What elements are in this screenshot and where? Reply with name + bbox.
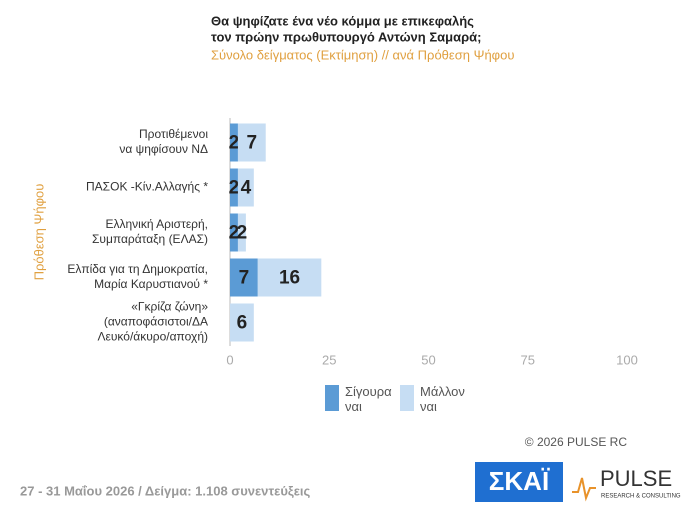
bar-segment [257, 258, 322, 297]
legend-swatch [400, 385, 414, 411]
bar-segment [230, 303, 254, 342]
x-tick-label: 100 [616, 352, 638, 367]
data-label: 2 [229, 133, 240, 154]
category-label: Ελληνική Αριστερή, [105, 217, 208, 231]
chart-title: τον πρώην πρωθυπουργό Αντώνη Σαμαρά; [211, 29, 481, 44]
category-label: Μαρία Καρυστιανού * [94, 277, 208, 291]
category-label: να ψηφίσουν ΝΔ [119, 142, 208, 156]
y-axis-label: Πρόθεση Ψήφου [31, 184, 46, 281]
data-label: 7 [239, 268, 250, 289]
category-label: Προτιθέμενοι [139, 127, 208, 141]
category-label: Ελπίδα για τη Δημοκρατία, [67, 262, 208, 276]
data-label: 16 [279, 268, 300, 289]
category-label: «Γκρίζα ζώνη» [131, 300, 208, 314]
x-tick-label: 50 [421, 352, 435, 367]
bar-segment [237, 168, 254, 207]
bar-segment [230, 213, 238, 252]
bar-segment [230, 168, 238, 207]
data-label: 2 [237, 223, 248, 244]
copyright: © 2026 PULSE RC [525, 435, 628, 449]
bar-segment [230, 123, 238, 162]
pulse-logo-text: PULSE [600, 466, 672, 491]
chart-title: Θα ψηφίζατε ένα νέο κόμμα με επικεφαλής [211, 13, 474, 28]
x-tick-label: 75 [521, 352, 535, 367]
category-label: Συμπαράταξη (ΕΛΑΣ) [92, 232, 208, 246]
pulse-logo-sub: RESEARCH & CONSULTING [601, 494, 681, 500]
category-label: ΠΑΣΟΚ -Κίν.Αλλαγής * [86, 180, 208, 194]
bar-segment [237, 213, 246, 252]
pulse-wave [572, 477, 596, 502]
legend-label: Μάλλον ναι [420, 384, 465, 414]
category-label: Λευκό/άκυρο/αποχή) [98, 330, 209, 344]
x-tick-label: 25 [322, 352, 336, 367]
data-label: 2 [229, 178, 240, 199]
data-label: 7 [247, 133, 258, 154]
chart-subtitle: Σύνολο δείγματος (Εκτίμηση) // ανά Πρόθε… [211, 47, 514, 62]
data-label: 4 [241, 178, 252, 199]
legend-swatch [325, 385, 339, 411]
bar-segment [230, 258, 258, 297]
data-label: 2 [229, 223, 240, 244]
skai-logo [475, 462, 563, 502]
skai-logo-text: ΣΚΑΪ [489, 466, 550, 496]
data-label: 6 [237, 313, 248, 334]
bar-segment [237, 123, 266, 162]
footer-date: 27 - 31 Μαΐου 2026 / Δείγμα: 1.108 συνεν… [20, 483, 310, 498]
category-label: (αναποφάσιστοι/ΔΑ [104, 315, 208, 329]
x-tick-label: 0 [226, 352, 233, 367]
legend-label: Σίγουρα ναι [345, 384, 392, 414]
